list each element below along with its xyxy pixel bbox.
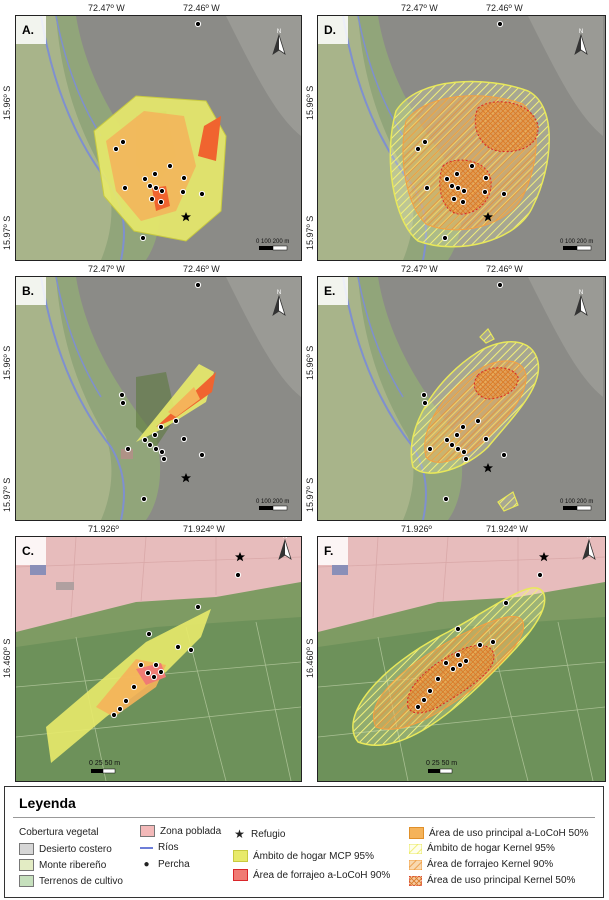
map-panel-c: C. 0 25 50 m xyxy=(15,536,302,782)
lon-label-right-d: 72.46º W xyxy=(486,3,523,13)
map-panel-f: F. 0 25 50 m xyxy=(317,536,606,782)
map-panel-d: D. 0 100 200 m xyxy=(317,15,606,261)
lat-label-top-e: 15.96º S xyxy=(305,345,315,380)
lon-label-left-b: 72.47º W xyxy=(88,264,125,274)
percha-points xyxy=(112,20,206,242)
lat-label-top-b: 15.96º S xyxy=(2,345,12,380)
lon-label-right-c: 71.924º W xyxy=(183,524,225,534)
swatch-locoh50 xyxy=(409,827,424,839)
scale-bar-e: 0 100 200 m xyxy=(560,499,593,505)
legend-cobertura-title: Cobertura vegetal xyxy=(19,827,99,838)
legend-item-locoh90: Área de forrajeo a-LoCoH 90% xyxy=(233,869,390,881)
scale-bar-f: 0 25 50 m xyxy=(426,760,457,767)
panel-label-c: C. xyxy=(22,544,34,558)
legend-item-monte: Monte ribereño xyxy=(19,859,106,871)
lat-label-bottom-e: 15.97º S xyxy=(305,477,315,512)
legend-item-kernel95: Ámbito de hogar Kernel 95% xyxy=(409,843,555,854)
lat-label-bottom-d: 15.97º S xyxy=(305,215,315,250)
swatch-locoh90 xyxy=(233,869,248,881)
legend-item-kernel50: Área de uso principal Kernel 50% xyxy=(409,875,575,886)
lat-label-top-d: 15.96º S xyxy=(305,85,315,120)
swatch-cultivo xyxy=(19,875,34,887)
lat-label-bottom-b: 15.97º S xyxy=(2,477,12,512)
swatch-poblada xyxy=(140,825,155,837)
scale-bar-d: 0 100 200 m xyxy=(560,239,593,245)
scale-bar-c: 0 25 50 m xyxy=(89,760,120,767)
swatch-desierto xyxy=(19,843,34,855)
map-panel-b: B. 0 100 200 m xyxy=(15,276,302,521)
swatch-kernel95 xyxy=(409,843,422,854)
lon-label-right-a: 72.46º W xyxy=(183,3,220,13)
legend-item-rios: Ríos xyxy=(140,842,179,853)
map-panel-e: E. 0 100 200 m xyxy=(317,276,606,521)
swatch-kernel50 xyxy=(409,875,422,886)
legend-item-cultivo: Terrenos de cultivo xyxy=(19,875,123,887)
legend-item-percha: ● Percha xyxy=(140,859,189,870)
river-line-icon xyxy=(140,846,153,849)
refugio-star-icon: ★ xyxy=(234,827,245,841)
legend: Leyenda Cobertura vegetal Desierto coste… xyxy=(4,786,604,898)
scale-bar-a: 0 100 200 m xyxy=(256,239,289,245)
percha-dot-icon: ● xyxy=(143,859,150,870)
lon-label-left-e: 72.47º W xyxy=(401,264,438,274)
lon-label-left-d: 72.47º W xyxy=(401,3,438,13)
lat-label-f: 16.460º S xyxy=(305,638,315,678)
panel-label-a: A. xyxy=(22,23,34,37)
legend-item-mcp: Ámbito de hogar MCP 95% xyxy=(233,850,374,862)
lat-label-bottom-a: 15.97º S xyxy=(2,215,12,250)
lon-label-right-f: 71.924º W xyxy=(486,524,528,534)
swatch-monte xyxy=(19,859,34,871)
panel-label-b: B. xyxy=(22,284,34,298)
legend-divider xyxy=(13,817,595,818)
lat-label-c: 16.460º S xyxy=(2,638,12,678)
legend-item-locoh50: Área de uso principal a-LoCoH 50% xyxy=(409,827,589,839)
legend-item-refugio: ★ Refugio xyxy=(234,827,286,841)
legend-item-kernel90: Área de forrajeo Kernel 90% xyxy=(409,859,553,870)
swatch-mcp xyxy=(233,850,248,862)
lon-label-left-f: 71.926º xyxy=(401,524,432,534)
lon-label-right-e: 72.46º W xyxy=(486,264,523,274)
panel-label-f: F. xyxy=(324,544,333,558)
lon-label-right-b: 72.46º W xyxy=(183,264,220,274)
legend-item-poblada: Zona poblada xyxy=(140,825,221,837)
legend-item-desierto: Desierto costero xyxy=(19,843,112,855)
lat-label-top-a: 15.96º S xyxy=(2,85,12,120)
lon-label-left-a: 72.47º W xyxy=(88,3,125,13)
lon-label-left-c: 71.926º xyxy=(88,524,119,534)
panel-label-e: E. xyxy=(324,284,335,298)
scale-bar-b: 0 100 200 m xyxy=(256,499,289,505)
map-panel-a: A. 0 100 200 m xyxy=(15,15,302,261)
panel-label-d: D. xyxy=(324,23,336,37)
legend-title: Leyenda xyxy=(19,795,76,811)
swatch-kernel90 xyxy=(409,859,422,870)
